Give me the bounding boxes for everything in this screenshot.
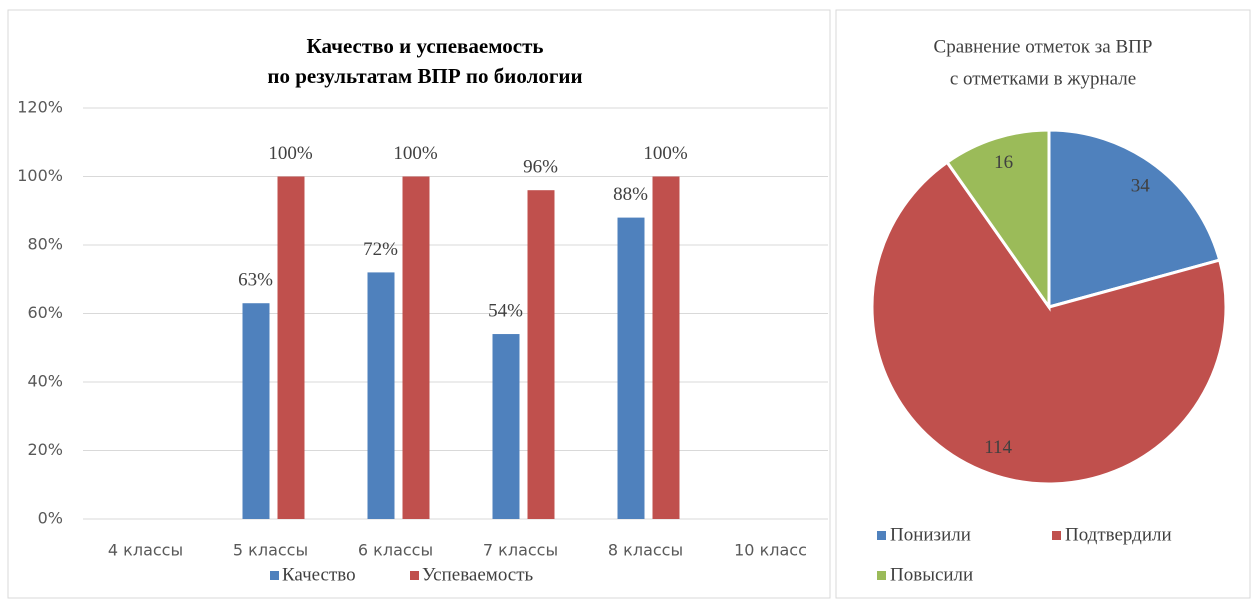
pie-slice [870,160,1228,486]
data-label: 34 [1131,176,1151,197]
bar [652,176,680,519]
legend-swatch [410,571,419,580]
legend-swatch [270,571,279,580]
bar [492,334,520,519]
y-tick-label: 120% [17,98,63,117]
legend-label: Понизили [890,524,971,545]
bar [277,176,305,519]
y-tick-label: 100% [17,166,63,185]
data-label: 100% [393,143,438,164]
bar [367,272,395,519]
bar [242,303,270,519]
x-tick-label: 5 классы [233,541,308,560]
legend-swatch [1052,531,1061,540]
bar [617,217,645,519]
chart-title: по результатам ВПР по биологии [267,64,582,88]
bar [402,176,430,519]
chart-title: с отметками в журнале [950,68,1136,89]
data-label: 114 [984,437,1012,458]
data-label: 100% [268,143,313,164]
chart-title: Сравнение отметок за ВПР [934,36,1153,57]
y-tick-label: 40% [27,372,63,391]
y-tick-label: 20% [27,440,63,459]
data-label: 96% [523,157,558,178]
legend-swatch [877,531,886,540]
legend-label: Успеваемость [422,564,534,585]
y-tick-label: 60% [27,303,63,322]
x-tick-label: 8 классы [608,541,683,560]
y-tick-label: 0% [38,509,63,528]
bar [527,190,555,519]
x-tick-label: 10 класс [734,541,807,560]
legend-label: Повысили [890,564,973,585]
data-label: 16 [994,152,1013,173]
legend-label: Подтвердили [1065,524,1172,545]
data-label: 54% [488,300,523,321]
chart-title: Качество и успеваемость [307,34,544,58]
x-tick-label: 7 классы [483,541,558,560]
y-tick-label: 80% [27,235,63,254]
pie-slice [1047,128,1222,309]
pie-slice [945,128,1051,312]
data-label: 88% [613,184,648,205]
legend-swatch [877,571,886,580]
data-label: 100% [643,143,688,164]
data-label: 63% [238,270,273,291]
legend-label: Качество [282,564,356,585]
x-tick-label: 4 классы [108,541,183,560]
x-tick-label: 6 классы [358,541,433,560]
data-label: 72% [363,239,398,260]
